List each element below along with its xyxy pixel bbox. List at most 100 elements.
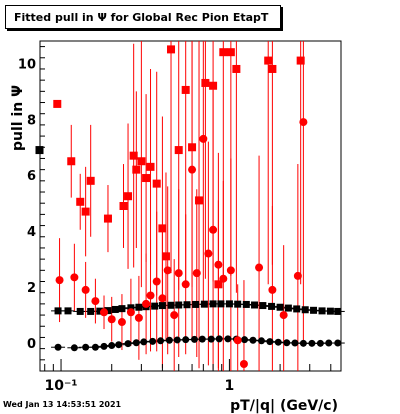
data-point [308, 339, 316, 347]
data-point [274, 338, 282, 346]
data-point [67, 157, 76, 166]
data-point [146, 162, 155, 171]
data-point [219, 274, 228, 283]
data-point [151, 302, 159, 310]
data-point [255, 263, 264, 272]
data-point [146, 291, 155, 300]
data-point [64, 307, 72, 315]
data-point [279, 311, 288, 320]
data-point [54, 307, 62, 315]
data-point [224, 335, 232, 343]
data-point [142, 174, 151, 183]
data-point [167, 301, 175, 309]
data-point [214, 260, 223, 269]
data-point [174, 269, 183, 278]
data-point [209, 225, 218, 234]
data-point [152, 179, 161, 188]
data-point [76, 197, 85, 206]
data-point [188, 143, 197, 152]
data-point [117, 318, 126, 327]
y-axis-label: pull in Ψ [10, 85, 26, 151]
data-point [284, 304, 292, 312]
data-point [182, 336, 190, 344]
data-point [104, 307, 112, 315]
data-point [100, 308, 109, 317]
data-point [82, 343, 90, 351]
data-point [54, 343, 62, 351]
data-point [129, 151, 138, 160]
data-point [219, 48, 228, 57]
data-point [174, 146, 183, 155]
data-point [132, 165, 141, 174]
data-point [198, 335, 206, 343]
data-point [199, 134, 208, 143]
data-point [296, 56, 305, 65]
y-tick-label: 8 [27, 113, 36, 128]
data-point [215, 335, 223, 343]
data-point [316, 339, 324, 347]
data-point [225, 300, 233, 308]
data-point [326, 307, 334, 315]
data-point [268, 302, 276, 310]
data-point [70, 344, 78, 352]
data-point [158, 302, 166, 310]
data-point [119, 202, 128, 210]
error-bars [51, 41, 345, 371]
data-point [209, 300, 217, 308]
data-point [266, 338, 274, 346]
data-point [195, 196, 204, 205]
data-point [241, 336, 249, 344]
data-point [132, 339, 140, 347]
data-point [140, 338, 148, 346]
data-point [152, 277, 161, 286]
data-point [181, 85, 190, 94]
data-point [334, 307, 342, 315]
data-point [167, 45, 176, 54]
data-point [173, 336, 181, 344]
data-point [201, 78, 210, 87]
data-point [124, 192, 133, 201]
y-tick-label: 10 [18, 57, 36, 72]
data-point [226, 48, 235, 57]
data-point [276, 303, 284, 311]
data-point [87, 307, 95, 315]
data-point [111, 305, 119, 313]
y-tick-label: 2 [27, 281, 36, 296]
data-point [249, 336, 257, 344]
data-point [283, 339, 291, 347]
data-point [165, 336, 173, 344]
data-point [175, 301, 183, 309]
data-point [127, 304, 135, 312]
timestamp: Wed Jan 13 14:53:51 2021 [3, 400, 122, 409]
data-point [70, 273, 79, 282]
data-point [190, 335, 198, 343]
data-point [233, 336, 242, 345]
data-point [124, 340, 132, 348]
data-point [91, 297, 100, 306]
data-point [53, 99, 62, 108]
data-point [318, 307, 326, 315]
data-point [242, 300, 250, 308]
x-axis-label: pT/|q| (GeV/c) [230, 398, 338, 414]
x-tick-label: 10⁻¹ [45, 378, 78, 394]
data-point [107, 315, 116, 324]
data-point [264, 56, 273, 65]
data-point [293, 305, 301, 313]
data-point [268, 64, 277, 73]
data-point [149, 337, 157, 345]
data-point [158, 224, 167, 233]
data-point [135, 303, 143, 311]
data-point [226, 266, 235, 275]
data-point [214, 280, 223, 289]
data-point [115, 341, 123, 349]
data-point [334, 339, 342, 347]
plot-border [39, 40, 342, 372]
data-point [108, 342, 116, 350]
data-point [268, 285, 277, 294]
data-point [192, 300, 200, 308]
data-point [157, 337, 165, 345]
data-point [257, 337, 265, 345]
data-point [170, 311, 179, 320]
data-point [81, 207, 90, 216]
